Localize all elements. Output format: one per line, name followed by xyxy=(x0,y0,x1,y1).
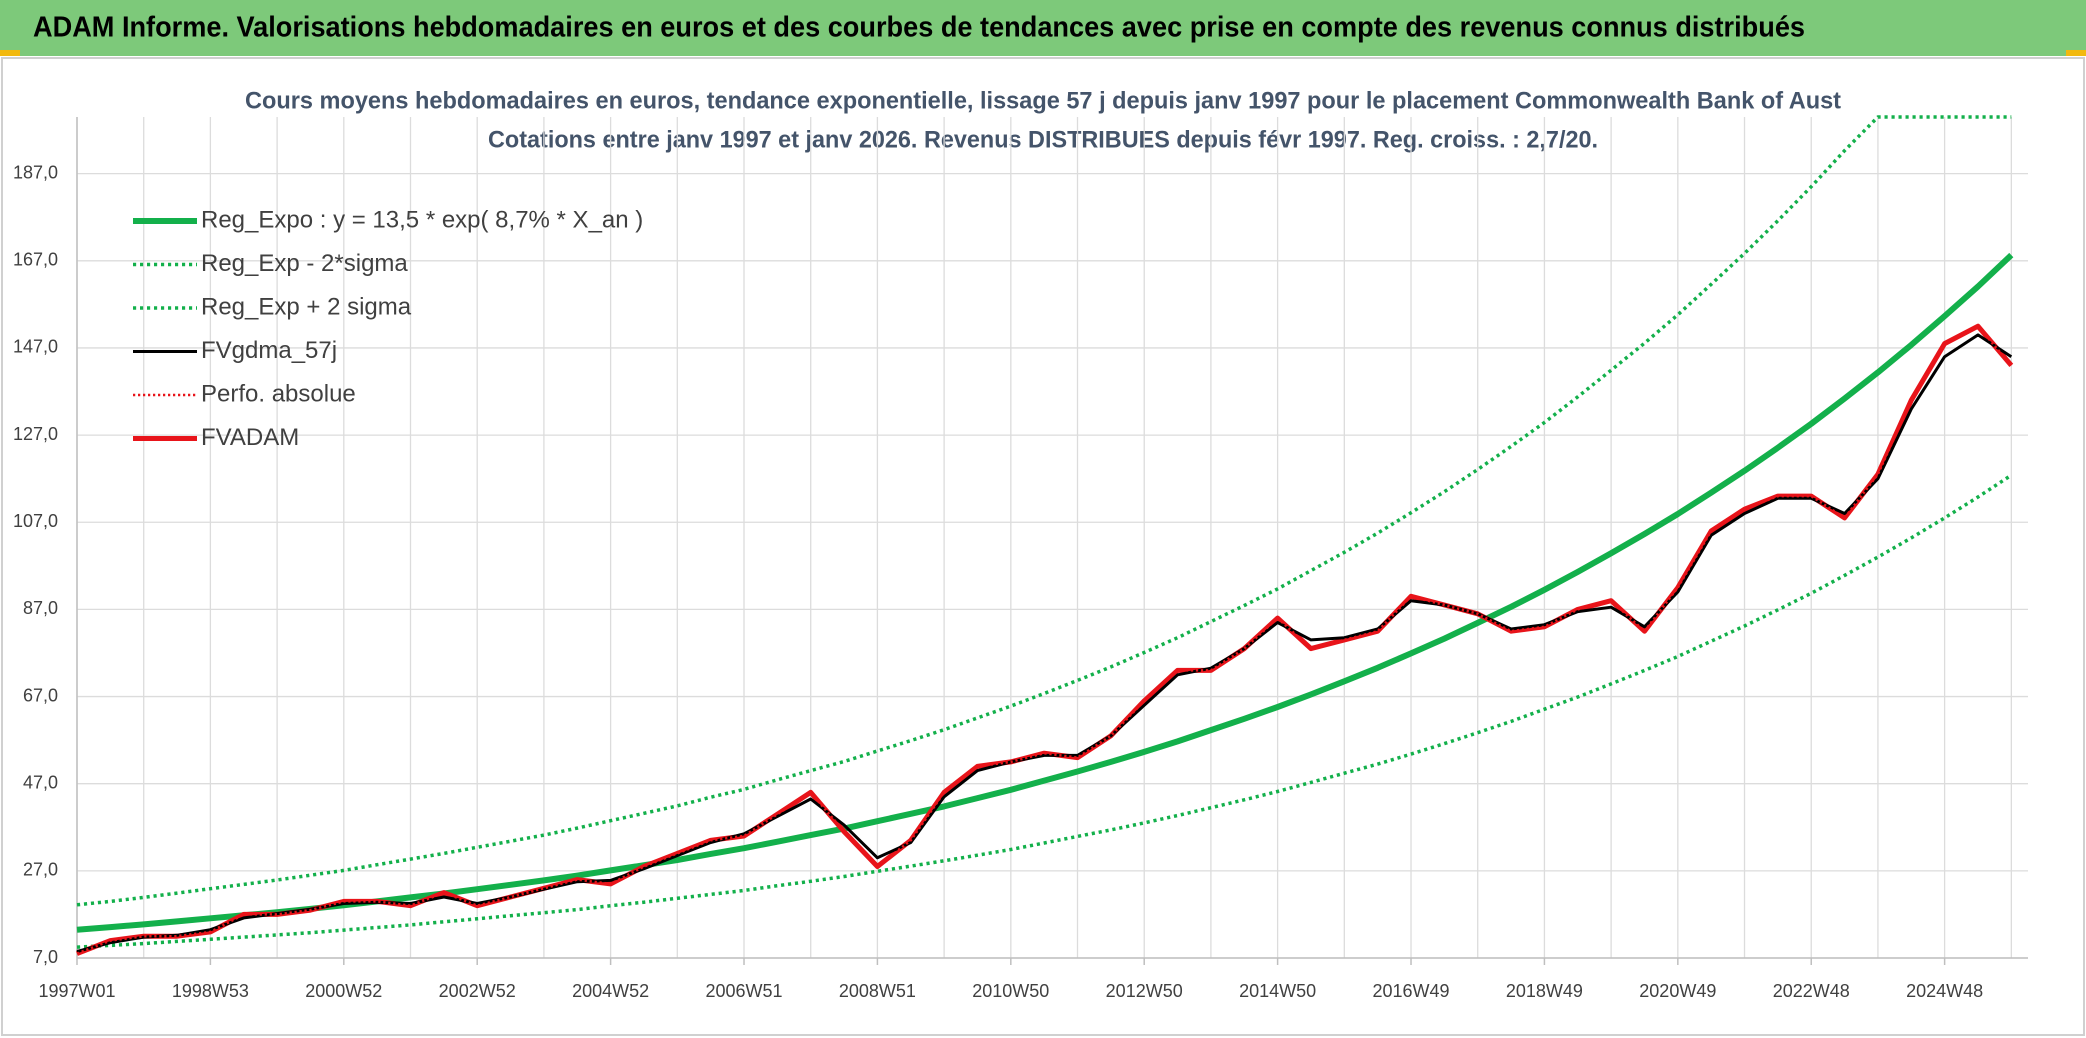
x-tick-label: 2024W48 xyxy=(1906,981,1983,1001)
header-bar xyxy=(0,0,2086,56)
x-tick-label: 2002W52 xyxy=(439,981,516,1001)
chart-title: Cours moyens hebdomadaires en euros, ten… xyxy=(245,87,1841,114)
corner-accent xyxy=(2066,50,2086,56)
series-line xyxy=(76,473,2013,949)
y-tick-label: 27,0 xyxy=(23,860,58,880)
x-tick-label: 1997W01 xyxy=(38,981,115,1001)
legend-label: Reg_Exp + 2 sigma xyxy=(201,293,412,320)
x-tick-label: 2022W48 xyxy=(1773,981,1850,1001)
x-tick-label: 2014W50 xyxy=(1239,981,1316,1001)
x-tick-label: 2008W51 xyxy=(839,981,916,1001)
x-tick-label: 2016W49 xyxy=(1372,981,1449,1001)
y-tick-label: 107,0 xyxy=(13,511,58,531)
y-tick-label: 127,0 xyxy=(13,424,58,444)
y-tick-label: 47,0 xyxy=(23,772,58,792)
corner-accent xyxy=(0,50,20,56)
x-tick-label: 2020W49 xyxy=(1639,981,1716,1001)
y-tick-label: 147,0 xyxy=(13,337,58,357)
y-tick-label: 67,0 xyxy=(23,685,58,705)
x-tick-label: 2012W50 xyxy=(1106,981,1183,1001)
chart-subtitle: Cotations entre janv 1997 et janv 2026. … xyxy=(488,126,1598,153)
y-tick-label: 87,0 xyxy=(23,598,58,618)
y-tick-label: 167,0 xyxy=(13,250,58,270)
series-line xyxy=(76,324,2013,955)
page-title: ADAM Informe. Valorisations hebdomadaire… xyxy=(33,12,1805,44)
legend-label: FVADAM xyxy=(201,424,299,451)
x-tick-label: 1998W53 xyxy=(172,981,249,1001)
x-tick-label: 2010W50 xyxy=(972,981,1049,1001)
legend-label: Perfo. absolue xyxy=(201,380,356,407)
x-tick-label: 2004W52 xyxy=(572,981,649,1001)
x-tick-label: 2006W51 xyxy=(705,981,782,1001)
y-tick-label: 7,0 xyxy=(33,947,58,967)
legend-label: Reg_Expo : y = 13,5 * exp( 8,7% * X_an ) xyxy=(201,206,643,233)
legend-label: FVgdma_57j xyxy=(201,337,337,364)
x-tick-label: 2018W49 xyxy=(1506,981,1583,1001)
series-line xyxy=(76,252,2014,933)
x-tick-label: 2000W52 xyxy=(305,981,382,1001)
legend-label: Reg_Exp - 2*sigma xyxy=(201,250,408,277)
y-tick-label: 187,0 xyxy=(13,162,58,182)
chart-frame xyxy=(1,57,2085,1036)
